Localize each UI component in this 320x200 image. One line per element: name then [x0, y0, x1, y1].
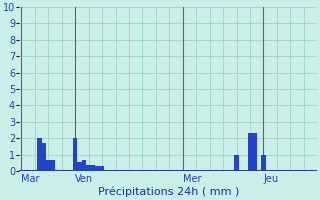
Bar — [252, 133, 257, 171]
Bar — [77, 162, 82, 171]
Bar — [91, 165, 95, 171]
Bar — [37, 138, 42, 171]
Bar — [82, 160, 86, 171]
Bar — [46, 160, 51, 171]
Bar — [42, 143, 46, 171]
X-axis label: Précipitations 24h ( mm ): Précipitations 24h ( mm ) — [98, 187, 239, 197]
Bar — [261, 155, 266, 171]
Bar — [95, 166, 100, 171]
Bar — [51, 160, 55, 171]
Bar — [86, 165, 91, 171]
Bar — [234, 155, 239, 171]
Bar — [73, 138, 77, 171]
Bar — [100, 166, 104, 171]
Bar — [248, 133, 252, 171]
